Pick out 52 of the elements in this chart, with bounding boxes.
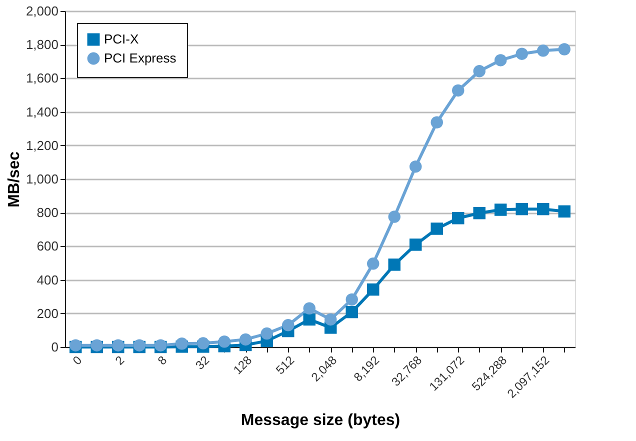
y-tick-label: 600 (36, 238, 58, 254)
point (473, 206, 486, 220)
point (537, 44, 550, 57)
point (240, 333, 252, 346)
y-axis-title: MB/sec (6, 151, 23, 208)
point (303, 313, 316, 326)
y-tick-label: 1,200 (26, 138, 58, 153)
y-tick-label: 200 (36, 306, 58, 321)
point (197, 337, 210, 350)
point (452, 84, 464, 97)
x-axis-title: Message size (bytes) (240, 412, 400, 430)
point (346, 306, 358, 318)
point (410, 160, 422, 173)
y-tick-label: 1,600 (26, 70, 58, 86)
x-tick-label: 8 (154, 352, 170, 368)
point (367, 258, 380, 270)
point (473, 65, 486, 78)
x-tick-label: 0 (70, 352, 85, 368)
point (176, 338, 188, 350)
point (494, 204, 507, 216)
point (324, 313, 337, 326)
x-tick-label: 128 (230, 352, 255, 378)
point (260, 327, 273, 340)
y-tick-label: 1,400 (26, 104, 58, 120)
point (388, 258, 400, 271)
point (537, 202, 550, 216)
point (388, 210, 400, 223)
point (516, 48, 528, 60)
y-tick-label: 400 (36, 272, 58, 288)
x-tick-label: 512 (273, 352, 298, 378)
x-tick-label: 2 (112, 352, 128, 368)
y-tick-label: 0 (51, 340, 58, 354)
point (516, 202, 528, 216)
point (558, 43, 570, 56)
point (218, 336, 230, 348)
point (367, 283, 380, 296)
y-tick-label: 2,000 (26, 4, 58, 18)
y-tick-label: 1,000 (26, 172, 58, 186)
point (494, 54, 507, 66)
legend-label: PCI Express (104, 50, 177, 66)
point (346, 293, 358, 306)
y-tick-label: 1,800 (26, 37, 58, 52)
point (303, 302, 316, 314)
point (558, 205, 570, 218)
legend-label: PCI-X (104, 32, 139, 46)
point (452, 212, 464, 224)
point (410, 238, 422, 251)
point (430, 222, 443, 235)
point (430, 116, 443, 128)
y-tick-label: 800 (36, 205, 58, 220)
point (282, 319, 294, 332)
x-tick-label: 32 (192, 352, 212, 372)
